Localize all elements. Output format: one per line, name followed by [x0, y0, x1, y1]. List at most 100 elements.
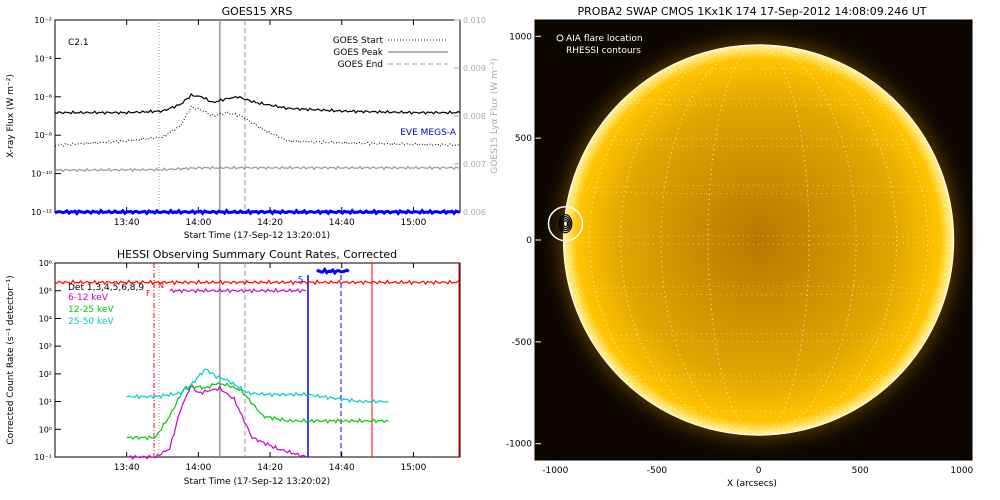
series-line-5	[316, 266, 350, 276]
longitude-gridline	[660, 44, 857, 436]
goes-legend-peak: GOES Peak	[333, 48, 383, 58]
goes-eve-annotation: EVE MEGS-A	[400, 128, 457, 138]
x-tick-label: 13:40	[114, 463, 140, 473]
rhessi-contour	[559, 216, 571, 232]
swap-legend: AIA flare location RHESSI contours	[556, 34, 643, 56]
swap-legend-aia-icon	[556, 34, 564, 42]
goes-x-label: Start Time (17-Sep-12 13:20:01)	[184, 231, 330, 241]
x-tick-label: 14:40	[329, 218, 355, 228]
series-line-4	[126, 368, 389, 404]
goes-xrs-panel: GOES15 XRS 10⁻¹² 10⁻¹⁰ 10⁻⁸ 10⁻⁶ 10⁻⁴ 10⁻² 0.…	[6, 5, 500, 241]
y-tick-label: 10⁻⁶	[34, 93, 52, 102]
swap-x-label: X (arcsecs)	[727, 479, 777, 489]
y-tick-label: 10⁻¹⁰	[31, 170, 52, 179]
x-tick-label: 500	[852, 466, 869, 476]
goes-y-ticks: 10⁻¹² 10⁻¹⁰ 10⁻⁸ 10⁻⁶ 10⁻⁴ 10⁻²	[31, 16, 61, 217]
y-tick-label: 0	[526, 236, 532, 246]
y2-tick-label: 0.009	[463, 64, 486, 73]
x-tick-label: 14:40	[329, 463, 355, 473]
y-tick-label: 10³	[39, 342, 52, 351]
hessi-title: HESSI Observing Summary Count Rates, Cor…	[117, 248, 397, 261]
swap-image-panel: PROBA2 SWAP CMOS 1Kx1K 174 17-Sep-2012 1…	[506, 5, 978, 489]
x-tick-label: 14:20	[257, 218, 283, 228]
x-tick-label: 0	[756, 466, 762, 476]
hessi-x-ticks: 13:40 14:00 14:20 14:40 15:00	[114, 263, 427, 473]
series-line-1	[169, 287, 306, 294]
y-tick-label: 10⁻¹	[34, 453, 52, 462]
goes-series	[54, 93, 461, 216]
y-tick-label: 10⁵	[39, 287, 52, 296]
swap-title: PROBA2 SWAP CMOS 1Kx1K 174 17-Sep-2012 1…	[578, 5, 927, 18]
series-line-1	[54, 104, 461, 148]
goes-legend-start: GOES Start	[333, 36, 384, 46]
swap-plot-frame	[534, 19, 973, 461]
hessi-y-ticks: 10⁻¹ 10⁰ 10¹ 10² 10³ 10⁴ 10⁵ 10⁶	[34, 259, 61, 462]
y-tick-label: 10⁻²	[34, 16, 52, 25]
rhessi-contour	[562, 220, 569, 228]
y-tick-label: -500	[512, 338, 533, 348]
swap-legend-rhessi-icon	[556, 46, 564, 54]
hessi-legend: Det 1,3,4,5,6,8,9 6-12 keV 12-25 keV 25-…	[68, 283, 144, 327]
swap-legend-rhessi: RHESSI contours	[566, 46, 641, 56]
hessi-attenuator-lines	[153, 263, 460, 457]
swap-axis-ticks: -1000 -500 0 500 1000 -1000 -500 0 500 1000	[506, 32, 974, 476]
goes-legend: GOES Start GOES Peak GOES End	[333, 36, 448, 70]
x-tick-label: 13:40	[114, 218, 140, 228]
y-tick-label: 500	[515, 134, 532, 144]
hessi-annotation-s: S	[298, 275, 303, 284]
y-tick-label: 10⁴	[39, 314, 52, 323]
series-line-2	[126, 383, 307, 461]
y-tick-label: -1000	[506, 440, 532, 450]
sun-disk-group	[540, 21, 978, 459]
series-line-0	[54, 279, 461, 286]
y-tick-label: 10⁻⁸	[34, 131, 52, 140]
hessi-event-markers	[158, 263, 246, 457]
hessi-legend-det: Det 1,3,4,5,6,8,9	[68, 283, 144, 293]
y-tick-label: 10⁻⁴	[34, 54, 52, 63]
y-tick-label: 1000	[509, 32, 532, 42]
series-line-3	[126, 382, 389, 441]
y-tick-label: 10⁶	[39, 259, 52, 268]
x-tick-label: 15:00	[400, 463, 426, 473]
y-tick-label: 10²	[39, 370, 52, 379]
y-tick-label: 10⁰	[39, 425, 52, 434]
hessi-series	[54, 266, 461, 461]
x-tick-label: 1000	[950, 466, 973, 476]
hessi-y-label: Corrected Count Rate (s⁻¹ detector⁻¹)	[6, 275, 16, 444]
y2-tick-label: 0.007	[463, 160, 486, 169]
goes-y2-ticks: 0.006 0.007 0.008 0.009 0.010	[454, 16, 486, 217]
x-tick-label: 14:00	[185, 218, 211, 228]
hessi-legend-12-25: 12-25 keV	[68, 305, 114, 315]
y2-tick-label: 0.008	[463, 112, 486, 121]
hessi-panel: HESSI Observing Summary Count Rates, Cor…	[6, 248, 461, 487]
x-tick-label: -500	[647, 466, 668, 476]
goes-plot-frame	[54, 19, 461, 213]
y-tick-label: 10⁻¹²	[31, 208, 52, 217]
rhessi-contour	[558, 214, 573, 234]
x-tick-label: 14:00	[185, 463, 211, 473]
hessi-plot-frame	[54, 262, 461, 458]
x-tick-label: 15:00	[400, 218, 426, 228]
goes-y-label: X-ray Flux (W m⁻²)	[6, 74, 16, 158]
y-tick-label: 10¹	[39, 398, 52, 407]
series-line-3	[54, 208, 461, 216]
hessi-legend-25-50: 25-50 keV	[68, 317, 114, 327]
y2-tick-label: 0.010	[463, 16, 486, 25]
goes-y2-label: GOES15 Lyα Flux (W m⁻²)	[490, 58, 500, 174]
rhessi-contour	[561, 218, 570, 230]
solar-disk	[563, 44, 954, 436]
swap-legend-aia: AIA flare location	[566, 34, 643, 44]
series-line-0	[54, 93, 461, 115]
y2-tick-label: 0.006	[463, 208, 486, 217]
longitude-gridline	[589, 44, 929, 436]
series-line-2	[54, 165, 461, 173]
goes-legend-end: GOES End	[338, 60, 383, 70]
goes-event-markers	[158, 20, 246, 212]
goes-class-label: C2.1	[68, 38, 89, 48]
hessi-x-label: Start Time (17-Sep-12 13:20:02)	[184, 477, 330, 487]
x-tick-label: -1000	[542, 466, 568, 476]
hessi-annotation-n: N	[158, 281, 164, 290]
goes-title: GOES15 XRS	[222, 5, 293, 18]
hessi-legend-6-12: 6-12 keV	[68, 293, 109, 303]
